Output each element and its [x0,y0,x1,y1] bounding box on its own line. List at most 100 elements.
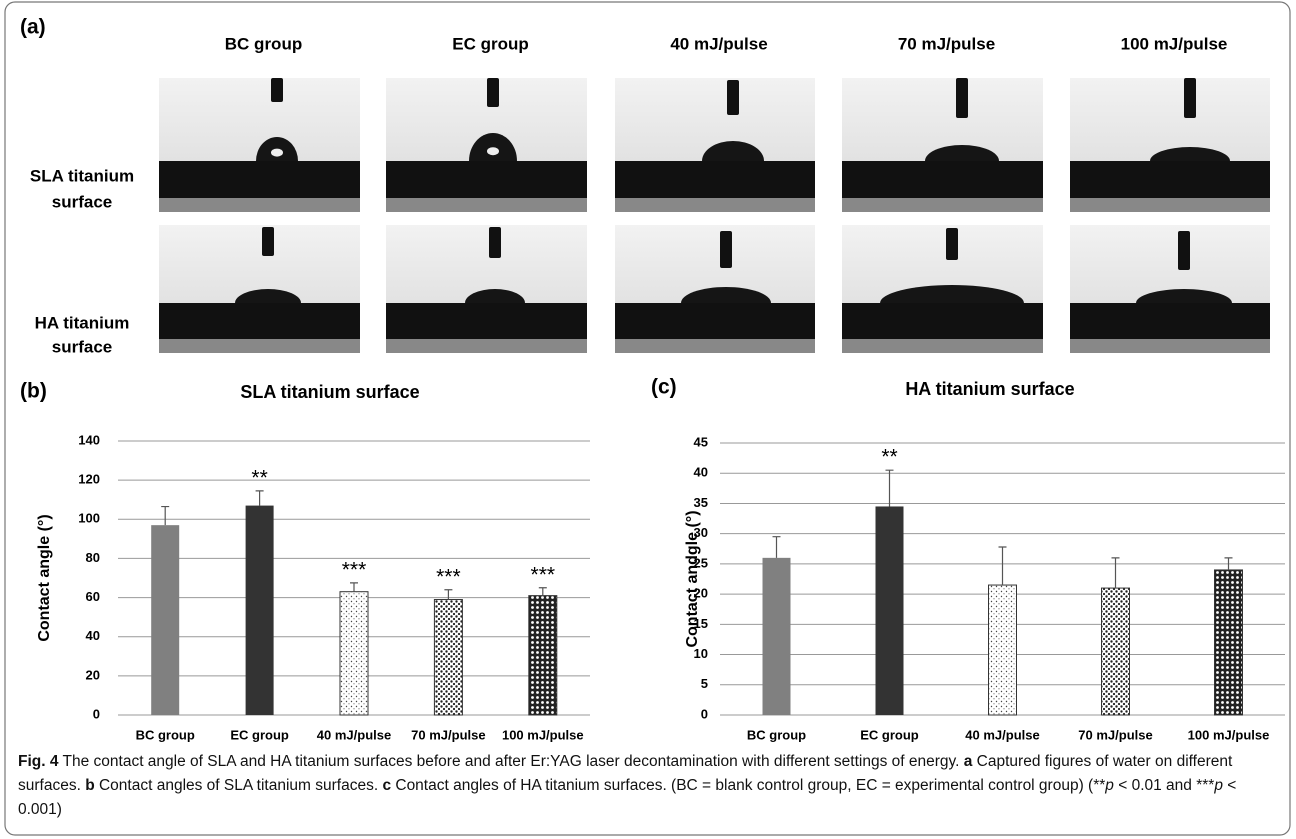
needle [956,78,968,118]
substrate [159,161,360,198]
substrate [1070,161,1270,198]
column-header: 40 mJ/pulse [670,34,767,53]
caption-segment: The contact angle of SLA and HA titanium… [58,753,964,770]
substrate [615,161,815,198]
x-tick-label: 100 mJ/pulse [1188,727,1270,742]
substrate [386,161,587,198]
needle [262,227,274,256]
row-label: HA titanium [35,313,130,332]
column-header: BC group [225,34,302,53]
needle [489,227,501,258]
x-tick-label: 100 mJ/pulse [502,727,584,742]
bar [433,599,463,716]
row-label: SLA titanium [30,166,134,185]
panel-label: (c) [651,376,677,399]
row-label: surface [52,337,112,356]
figure-border [4,1,1291,836]
x-tick-label: BC group [136,727,195,742]
caption-segment: Contact angles of SLA titanium surfaces. [94,777,383,794]
y-tick-label: 35 [694,495,708,510]
error-bar [255,490,264,506]
error-bar [885,469,894,507]
substrate-edge [1070,198,1270,212]
chart-title: HA titanium surface [905,379,1074,399]
y-tick-label: 40 [694,465,708,480]
error-bar [998,546,1007,586]
y-tick-label: 0 [93,706,100,721]
y-tick-label: 140 [78,432,100,447]
row-label: surface [52,192,112,211]
caption-segment: b [85,777,95,794]
column-header: EC group [452,34,529,53]
x-tick-label: 40 mJ/pulse [317,727,391,742]
y-tick-label: 30 [694,525,708,540]
caption-segment: < 0.001) [18,777,1237,818]
y-tick-label: 10 [694,646,708,661]
error-bar [161,505,170,526]
x-tick-label: 70 mJ/pulse [411,727,485,742]
bar [875,506,904,715]
bar [1214,569,1243,716]
needle [720,231,732,268]
bar [1101,587,1130,716]
significance-label: ** [881,446,897,469]
substrate-edge [159,339,360,353]
y-tick-label: 0 [701,706,708,721]
panel-label: (a) [20,16,46,39]
y-tick-label: 20 [694,586,708,601]
y-tick-label: 15 [694,616,708,631]
needle [271,78,283,102]
x-tick-label: BC group [747,727,806,742]
bar [339,591,369,716]
substrate [159,303,360,339]
caption-segment: < 0.01 and *** [1113,777,1215,794]
chart-title: SLA titanium surface [240,382,419,402]
bar [762,557,791,715]
caption-segment: p [1214,777,1223,794]
needle [1184,78,1196,118]
significance-label: ** [251,466,267,489]
y-tick-label: 25 [694,555,708,570]
x-tick-label: 70 mJ/pulse [1078,727,1152,742]
y-axis-label: Contact angle (°) [36,514,53,641]
error-bar [444,589,453,600]
substrate-edge [615,339,815,353]
significance-label: *** [531,563,556,586]
column-header: 100 mJ/pulse [1121,34,1228,53]
error-bar [772,536,781,558]
needle [727,80,739,115]
substrate-edge [386,339,587,353]
needle [946,228,958,260]
y-tick-label: 120 [78,472,100,487]
droplet-highlight [487,147,499,156]
substrate [1070,303,1270,339]
substrate-edge [842,339,1043,353]
substrate [386,303,587,339]
significance-label: *** [436,565,461,588]
substrate-edge [615,198,815,212]
significance-label: *** [342,558,367,581]
y-tick-label: 100 [78,511,100,526]
error-bar [1111,557,1120,589]
y-tick-label: 5 [701,676,708,691]
error-bar [1224,557,1233,570]
caption-segment: a [963,753,973,770]
substrate-edge [159,198,360,212]
x-tick-label: 40 mJ/pulse [965,727,1039,742]
column-header: 70 mJ/pulse [898,34,995,53]
caption-segment: Captured figures of water on different s… [18,753,1233,794]
bar [988,584,1017,716]
substrate [842,303,1043,339]
panel-label: (b) [20,380,47,403]
caption-segment: Fig. 4 [18,753,59,770]
substrate-edge [842,198,1043,212]
substrate-edge [1070,339,1270,353]
substrate [842,161,1043,198]
x-tick-label: EC group [860,727,919,742]
substrate-edge [386,198,587,212]
caption: Fig. 4 The contact angle of SLA and HA t… [18,750,1280,822]
y-tick-label: 60 [86,589,100,604]
y-tick-label: 40 [86,628,100,643]
bar [245,505,274,715]
